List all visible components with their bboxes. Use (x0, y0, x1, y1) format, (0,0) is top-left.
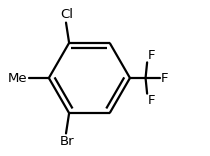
Text: Cl: Cl (60, 8, 73, 21)
Text: F: F (148, 49, 155, 62)
Text: F: F (148, 94, 155, 107)
Text: F: F (160, 71, 168, 85)
Text: Me: Me (8, 71, 28, 85)
Text: Br: Br (59, 135, 74, 148)
